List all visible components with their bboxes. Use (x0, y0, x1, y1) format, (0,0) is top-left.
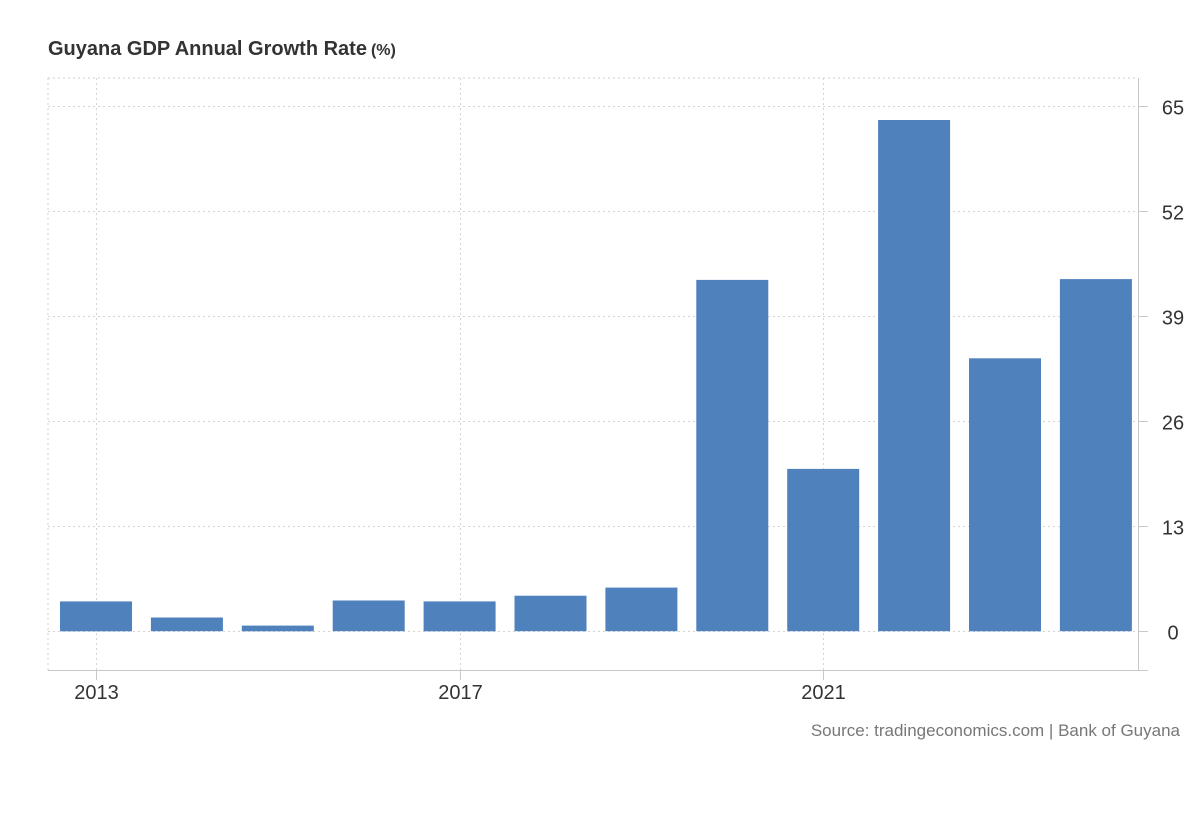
bar-2013 (60, 601, 132, 632)
grid-lines (47, 77, 1138, 670)
bar-2016 (332, 600, 405, 632)
bar-2024 (1059, 279, 1132, 632)
y-tick-label: 0 (1167, 623, 1178, 645)
bar-2015 (241, 625, 314, 632)
chart-title-unit: (%) (370, 42, 396, 59)
axes (48, 78, 1148, 680)
y-tick-label: 39 (1162, 308, 1184, 330)
bar-2014 (150, 617, 223, 632)
chart-title: Guyana GDP Annual Growth Rate (%) (48, 38, 396, 61)
y-tick-label: 26 (1162, 413, 1184, 435)
x-tick-label: 2013 (74, 682, 119, 704)
bar-2021 (787, 468, 860, 632)
bar-2017 (423, 601, 496, 632)
chart-title-text: Guyana GDP Annual Growth Rate (48, 38, 367, 60)
bar-2023 (969, 358, 1041, 632)
bar-2018 (514, 595, 587, 632)
x-tick-label: 2017 (438, 682, 483, 704)
bars (60, 120, 1132, 632)
y-tick-label: 13 (1162, 518, 1184, 540)
source-note: Source: tradingeconomics.com | Bank of G… (810, 721, 1180, 740)
bar-2022 (878, 120, 951, 632)
x-tick-label: 2021 (801, 682, 846, 704)
tick-labels: 0 13 26 39 52 65 2013 2017 2021 (74, 98, 1184, 705)
bar-2019 (605, 587, 678, 632)
y-tick-label: 65 (1162, 98, 1184, 120)
y-tick-label: 52 (1162, 203, 1184, 225)
bar-2020 (696, 279, 769, 632)
